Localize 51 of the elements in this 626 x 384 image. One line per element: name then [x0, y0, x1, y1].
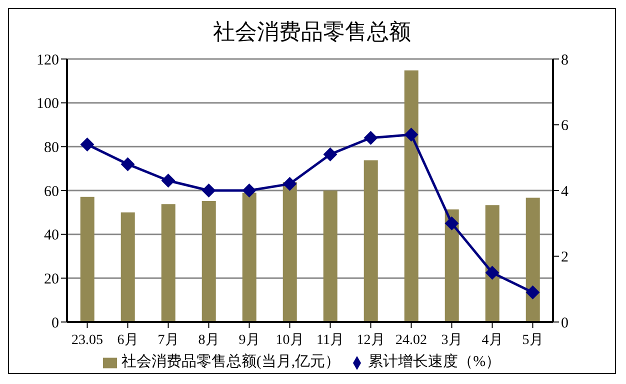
point [404, 128, 418, 142]
bar [404, 70, 418, 322]
legend-label: 社会消费品零售总额(当月,亿元） [121, 354, 340, 370]
x-tick-label: 9月 [238, 332, 260, 348]
legend-label: 累计增长速度（%） [368, 354, 501, 370]
bar [364, 160, 378, 322]
bar [202, 201, 216, 322]
point [526, 285, 540, 300]
y2-tick-label: 4 [561, 184, 569, 200]
y-tick-label: 20 [44, 271, 59, 288]
y-tick-label: 80 [44, 140, 59, 156]
point [282, 176, 297, 191]
point [323, 147, 338, 162]
x-tick-label: 7月 [158, 332, 179, 348]
bar [323, 190, 338, 322]
x-tick-label: 24.02 [396, 332, 427, 348]
x-tick-label: 10月 [276, 332, 304, 348]
point [485, 266, 500, 280]
bar [80, 196, 94, 322]
point [161, 174, 176, 188]
x-tick-label: 4月 [482, 332, 503, 348]
y2-tick-label: 6 [561, 118, 569, 134]
y-tick-label: 60 [44, 184, 59, 200]
y2-tick-label: 0 [561, 315, 568, 332]
y-tick-label: 120 [36, 52, 59, 68]
x-tick-label: 3月 [441, 332, 462, 348]
bar [242, 192, 256, 322]
y-tick-label: 0 [52, 315, 59, 332]
x-tick-label: 23.05 [72, 332, 103, 348]
x-tick-label: 5月 [522, 332, 544, 348]
chart-title: 社会消费品零售总额 [212, 18, 412, 46]
point [364, 130, 378, 145]
y2-tick-label: 2 [561, 250, 568, 266]
y2-tick-label: 8 [561, 52, 568, 68]
point [80, 137, 94, 152]
x-tick-label: 6月 [117, 332, 138, 348]
x-tick-label: 11月 [316, 332, 344, 348]
x-tick-label: 8月 [198, 332, 220, 348]
point [202, 184, 216, 198]
point [120, 157, 135, 172]
bar [120, 212, 135, 322]
bar [161, 204, 176, 322]
point [242, 184, 256, 198]
bar [526, 198, 540, 322]
bar [282, 182, 297, 322]
x-tick-label: 12月 [356, 332, 385, 348]
y-tick-label: 100 [36, 96, 59, 112]
bar [485, 205, 500, 322]
bar [444, 209, 459, 322]
point [444, 216, 459, 230]
y-tick-label: 40 [44, 228, 59, 244]
